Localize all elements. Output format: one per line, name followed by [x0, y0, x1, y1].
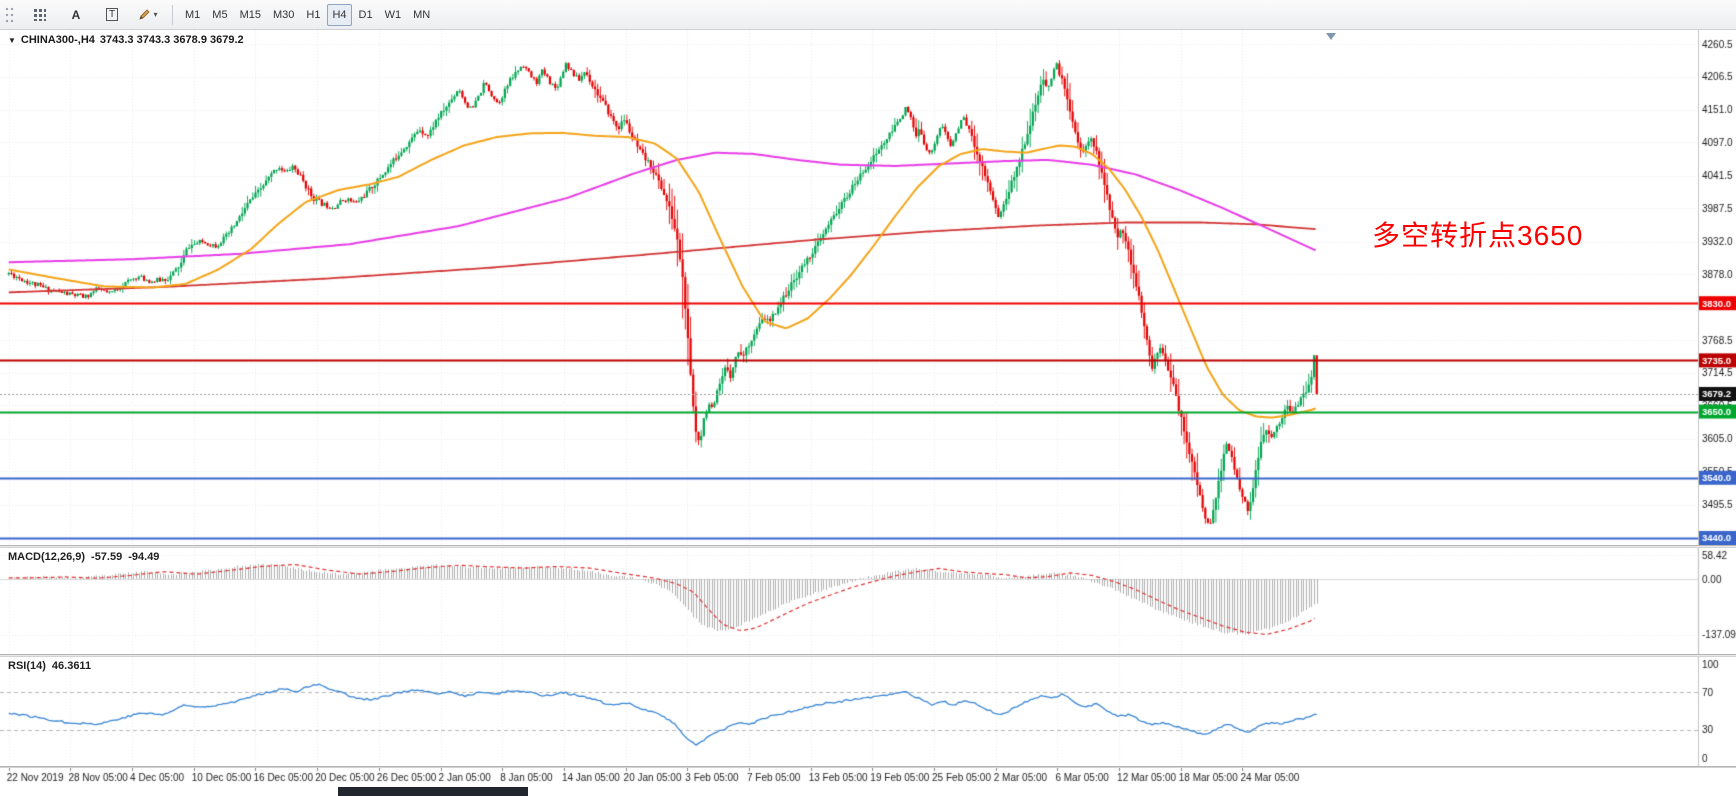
bottom-strip	[0, 786, 1736, 796]
timeframe-h1-button[interactable]: H1	[301, 4, 325, 26]
symbol-label: CHINA300-,H4	[20, 34, 95, 46]
time-axis-canvas[interactable]	[0, 768, 1736, 786]
text-box-tool-glyph: T	[105, 8, 119, 21]
text-label-tool-button[interactable]: A	[59, 3, 93, 27]
timeframe-d1-button[interactable]: D1	[354, 4, 378, 26]
timeframe-m1-button[interactable]: M1	[180, 4, 205, 26]
pencil-icon	[139, 9, 151, 20]
rsi-value: 46.3611	[51, 660, 92, 672]
timeframe-mn-button[interactable]: MN	[408, 4, 435, 26]
chart-shift-marker[interactable]	[1326, 33, 1336, 40]
rsi-canvas[interactable]	[0, 657, 1736, 766]
axis-separator	[0, 766, 1736, 768]
timeframe-m15-button[interactable]: M15	[235, 4, 266, 26]
macd-name: MACD(12,26,9)	[8, 551, 86, 563]
text-box-tool-button[interactable]: T	[95, 3, 129, 27]
chart-stage: ▼ CHINA300-,H4 3743.3 3743.3 3678.9 3679…	[0, 30, 1736, 796]
chart-annotation-text: 多空转折点3650	[1372, 220, 1584, 251]
timeframe-m5-button[interactable]: M5	[207, 4, 232, 26]
main-chart-canvas[interactable]	[0, 30, 1736, 545]
symbol-dropdown-icon[interactable]: ▼	[8, 35, 16, 45]
panel-separator-macd[interactable]	[0, 545, 1736, 548]
taskbar-fragment	[338, 787, 528, 796]
ohlc-values: 3743.3 3743.3 3678.9 3679.2	[99, 34, 244, 46]
symbol-ohlc-header: ▼ CHINA300-,H4 3743.3 3743.3 3678.9 3679…	[8, 34, 244, 46]
timeframe-m30-button[interactable]: M30	[268, 4, 299, 26]
rsi-name: RSI(14)	[8, 660, 46, 672]
macd-indicator-label: MACD(12,26,9) -57.59 -94.49	[8, 551, 159, 563]
grid-dots-icon	[34, 8, 46, 21]
caret-down-icon: ▾	[153, 10, 158, 19]
timeframe-h4-button[interactable]: H4	[327, 3, 352, 26]
text-label-tool-glyph: A	[71, 7, 81, 22]
panel-separator-rsi[interactable]	[0, 654, 1736, 657]
toolbar-drag-handle[interactable]	[4, 4, 18, 25]
draw-tool-button[interactable]: ▾	[131, 3, 165, 27]
rsi-indicator-label: RSI(14) 46.3611	[8, 660, 91, 672]
timeframe-w1-button[interactable]: W1	[380, 4, 407, 26]
grid-icon-button[interactable]	[23, 3, 57, 27]
macd-canvas[interactable]	[0, 548, 1736, 654]
toolbar-separator	[172, 4, 173, 25]
macd-signal-value: -94.49	[128, 551, 160, 563]
macd-main-value: -57.59	[91, 551, 123, 563]
toolbar: A T ▾ M1 M5 M15 M30 H1 H4 D1 W1 MN	[0, 0, 1736, 30]
